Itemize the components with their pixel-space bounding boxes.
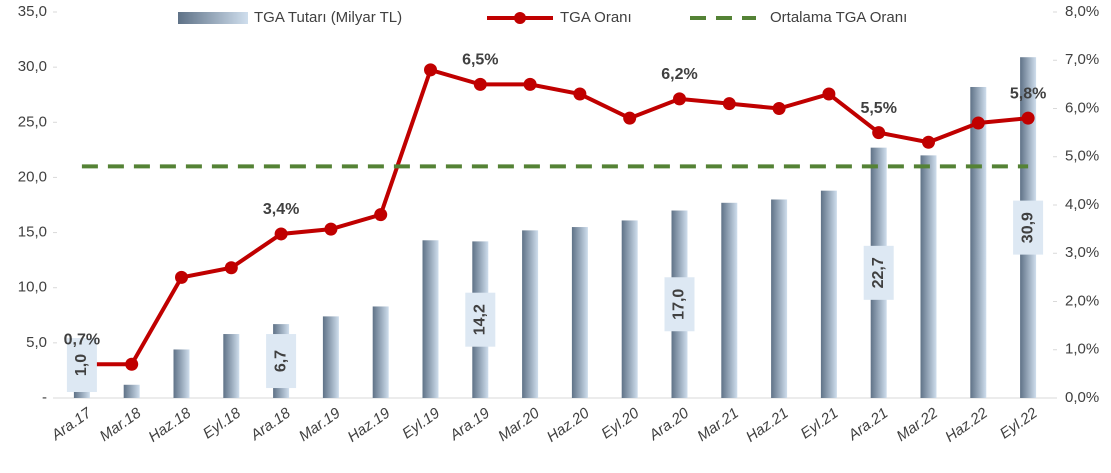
data-label-box bbox=[465, 292, 496, 347]
data-label: 5,8% bbox=[1010, 85, 1046, 102]
y-tick-label: 30,0 bbox=[18, 58, 47, 75]
y2-tick-label: 7,0% bbox=[1065, 51, 1099, 68]
data-label: 6,2% bbox=[661, 66, 697, 83]
line-marker bbox=[224, 261, 238, 275]
y2-tick-label: 5,0% bbox=[1065, 148, 1099, 165]
y2-tick-label: 8,0% bbox=[1065, 3, 1099, 20]
x-tick-label: Ara.18 bbox=[247, 404, 294, 444]
legend-swatch bbox=[178, 12, 248, 24]
line-marker bbox=[523, 77, 537, 91]
line bbox=[81, 67, 1029, 367]
bar bbox=[920, 155, 937, 398]
y-tick-label: 25,0 bbox=[18, 113, 47, 130]
bar bbox=[322, 316, 339, 398]
line-marker bbox=[175, 270, 188, 284]
line-marker bbox=[573, 87, 587, 101]
line-marker bbox=[374, 208, 388, 222]
line-marker bbox=[1021, 111, 1035, 125]
y-tick-label: 5,0 bbox=[26, 334, 47, 351]
legend-marker bbox=[514, 12, 526, 24]
bar bbox=[970, 86, 987, 398]
line-marker bbox=[722, 97, 736, 111]
data-label-box bbox=[863, 245, 894, 300]
bar bbox=[123, 384, 140, 398]
y-tick-label: 15,0 bbox=[18, 224, 47, 241]
x-tick-label: Eyl.19 bbox=[399, 404, 443, 442]
line-marker bbox=[971, 116, 985, 130]
bar bbox=[173, 349, 190, 398]
y2-tick-label: 6,0% bbox=[1065, 99, 1099, 116]
data-label: 3,4% bbox=[263, 201, 299, 218]
x-tick-label: Eyl.20 bbox=[598, 404, 642, 442]
x-tick-label: Mar.21 bbox=[694, 405, 742, 445]
data-label: 22,7 bbox=[870, 257, 887, 288]
x-tick-label: Haz.21 bbox=[743, 405, 792, 446]
bar bbox=[820, 190, 837, 398]
x-tick-label: Eyl.18 bbox=[200, 404, 244, 442]
y2-tick-label: 2,0% bbox=[1065, 292, 1099, 309]
data-label: 6,5% bbox=[462, 52, 498, 69]
line-marker bbox=[922, 135, 935, 149]
x-tick-label: Mar.18 bbox=[97, 404, 145, 445]
legend-label: TGA Tutarı (Milyar TL) bbox=[254, 9, 402, 26]
data-label-box bbox=[1013, 200, 1044, 255]
bar bbox=[73, 386, 90, 398]
x-tick-label: Mar.19 bbox=[296, 404, 344, 445]
x-tick-label: Ara.17 bbox=[48, 404, 95, 444]
y-tick-label: - bbox=[42, 389, 47, 406]
x-tick-label: Haz.20 bbox=[544, 404, 593, 446]
data-label: 0,7% bbox=[64, 331, 100, 348]
legend-label: Ortalama TGA Oranı bbox=[770, 9, 907, 26]
y2-tick-label: 1,0% bbox=[1065, 341, 1099, 358]
line-marker bbox=[772, 102, 786, 115]
x-tick-label: Haz.18 bbox=[145, 404, 194, 446]
bar bbox=[223, 334, 240, 398]
data-label: 30,9 bbox=[1019, 212, 1036, 243]
data-label-box bbox=[664, 277, 695, 332]
data-label: 14,2 bbox=[472, 304, 489, 335]
x-tick-label: Mar.22 bbox=[894, 404, 942, 445]
x-tick-label: Ara.19 bbox=[446, 404, 493, 444]
x-tick-label: Haz.19 bbox=[345, 404, 394, 446]
x-tick-label: Ara.21 bbox=[844, 405, 891, 445]
bar bbox=[571, 227, 588, 398]
line-marker bbox=[623, 111, 637, 125]
x-tick-label: Mar.20 bbox=[495, 404, 543, 445]
line-marker bbox=[872, 126, 886, 140]
data-label-box bbox=[266, 334, 297, 389]
y2-tick-label: 4,0% bbox=[1065, 196, 1099, 213]
line-marker bbox=[822, 87, 836, 101]
y-tick-label: 10,0 bbox=[18, 279, 47, 296]
x-tick-label: Haz.22 bbox=[942, 404, 991, 446]
bar bbox=[372, 306, 389, 398]
data-label-box bbox=[66, 338, 97, 392]
line-marker bbox=[125, 357, 139, 371]
x-tick-label: Eyl.22 bbox=[997, 404, 1041, 442]
y2-tick-label: 3,0% bbox=[1065, 244, 1099, 261]
x-tick-label: Ara.20 bbox=[645, 404, 692, 444]
data-label: 1,0 bbox=[73, 354, 90, 376]
y-tick-label: 20,0 bbox=[18, 168, 47, 185]
data-label: 5,5% bbox=[860, 100, 896, 117]
bar bbox=[522, 230, 539, 398]
line-marker bbox=[473, 77, 487, 91]
bar bbox=[721, 202, 738, 398]
line-marker bbox=[673, 92, 686, 106]
y2-tick-label: 0,0% bbox=[1065, 389, 1099, 406]
line-marker bbox=[324, 222, 338, 236]
x-tick-label: Eyl.21 bbox=[798, 405, 842, 443]
data-label: 17,0 bbox=[671, 289, 688, 320]
bar bbox=[771, 199, 788, 398]
line-marker bbox=[424, 63, 437, 77]
legend-label: TGA Oranı bbox=[560, 9, 632, 26]
data-label: 6,7 bbox=[272, 350, 289, 372]
bar bbox=[621, 220, 638, 398]
y-tick-label: 35,0 bbox=[18, 3, 47, 20]
bar bbox=[422, 240, 439, 398]
line-marker bbox=[274, 227, 288, 241]
